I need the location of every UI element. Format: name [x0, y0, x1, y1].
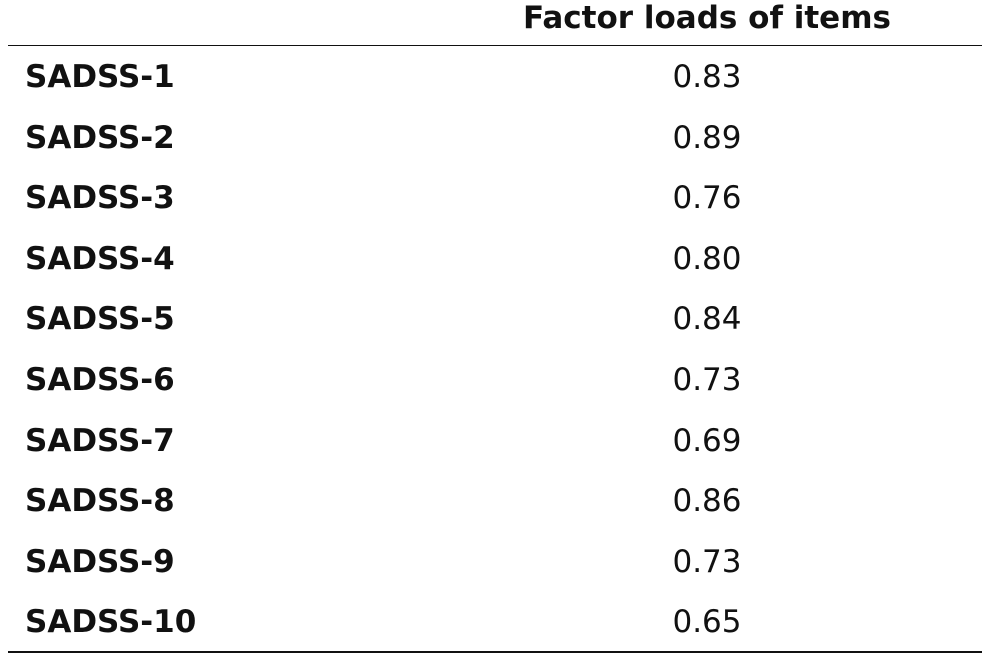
row-label: SADSS-3: [25, 180, 175, 217]
factor-load: 0.69: [672, 422, 742, 459]
row-label: SADSS-1: [25, 59, 175, 95]
row-label: SADSS-9: [25, 543, 175, 580]
row-label: SADSS-6: [25, 362, 175, 398]
column-header: Factor loads of items: [523, 0, 891, 36]
factor-load: 0.83: [672, 59, 742, 95]
row-label: SADSS-10: [25, 604, 197, 641]
factor-load: 0.73: [672, 362, 742, 398]
header-rule: [8, 45, 982, 46]
factor-load: 0.65: [672, 604, 742, 641]
factor-load: 0.84: [672, 301, 742, 338]
bottom-rule: [8, 651, 982, 653]
factor-load: 0.80: [672, 240, 742, 277]
factor-load: 0.89: [672, 119, 742, 156]
row-label: SADSS-2: [25, 119, 175, 156]
row-label: SADSS-8: [25, 483, 175, 520]
row-label: SADSS-5: [25, 301, 175, 338]
factor-load: 0.86: [672, 483, 742, 520]
row-label: SADSS-7: [25, 422, 175, 459]
row-label: SADSS-4: [25, 240, 175, 277]
factor-load: 0.73: [672, 543, 742, 580]
factor-load: 0.76: [672, 180, 742, 217]
